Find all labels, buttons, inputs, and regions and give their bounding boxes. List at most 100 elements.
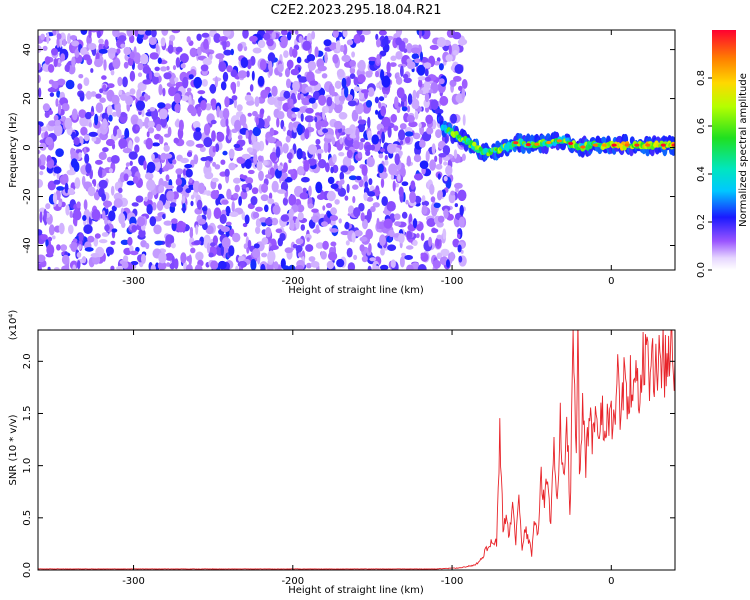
heatmap-noise-cell xyxy=(245,177,254,185)
heatmap-noise-cell xyxy=(153,72,160,78)
heatmap-noise-cell xyxy=(356,175,362,181)
heatmap-noise-cell xyxy=(214,164,221,170)
heatmap-noise-cell xyxy=(283,90,291,99)
heatmap-noise-cell xyxy=(98,151,107,161)
heatmap-noise-cell xyxy=(247,112,252,117)
heatmap-noise-cell xyxy=(306,262,312,269)
heatmap-noise-cell xyxy=(368,178,373,186)
heatmap-noise-cell xyxy=(383,93,388,98)
heatmap-noise-cell xyxy=(43,208,47,221)
heatmap-noise-cell xyxy=(64,182,69,194)
heatmap-noise-cell xyxy=(340,165,349,173)
heatmap-noise-cell xyxy=(202,57,212,66)
heatmap-noise-cell xyxy=(449,251,455,262)
heatmap-noise-cell xyxy=(364,181,369,189)
heatmap-noise-cell xyxy=(247,169,255,175)
heatmap-noise-cell xyxy=(166,190,175,202)
heatmap-noise-cell xyxy=(201,32,210,38)
heatmap-noise-cell xyxy=(231,95,238,101)
heatmap-noise-cell xyxy=(174,77,179,83)
heatmap-noise-cell xyxy=(174,103,181,113)
heatmap-noise-cell xyxy=(322,128,329,134)
heatmap-noise-cell xyxy=(98,239,108,244)
heatmap-noise-cell xyxy=(240,261,245,269)
heatmap-noise-cell xyxy=(393,125,399,132)
heatmap-noise-cell xyxy=(442,228,447,240)
heatmap-noise-cell xyxy=(242,30,249,39)
heatmap-noise-cell xyxy=(311,30,316,40)
heatmap-noise-cell xyxy=(374,96,379,104)
heatmap-noise-cell xyxy=(283,162,288,173)
heatmap-noise-cell xyxy=(148,36,157,46)
heatmap-noise-cell xyxy=(38,124,42,136)
heatmap-noise-cell xyxy=(162,180,169,187)
heatmap-noise-cell xyxy=(442,145,451,156)
heatmap-noise-cell xyxy=(379,171,388,179)
heatmap-noise-cell xyxy=(412,132,421,140)
heatmap-noise-cell xyxy=(147,191,153,201)
heatmap-noise-cell xyxy=(169,34,176,42)
heatmap-noise-cell xyxy=(303,159,310,172)
heatmap-noise-cell xyxy=(272,204,281,215)
heatmap-noise-cell xyxy=(128,151,138,160)
heatmap-noise-cell xyxy=(384,35,389,45)
heatmap-noise-cell xyxy=(378,163,384,174)
heatmap-noise-cell xyxy=(80,126,88,136)
heatmap-noise-cell xyxy=(292,80,300,92)
heatmap-noise-cell xyxy=(444,135,448,144)
heatmap-noise-cell xyxy=(87,235,95,243)
heatmap-noise-cell xyxy=(186,151,193,158)
heatmap-noise-cell xyxy=(217,260,227,270)
heatmap-noise-cell xyxy=(105,138,115,147)
colorbar-label: Normalized spectral amplitude xyxy=(738,73,749,227)
heatmap-noise-cell xyxy=(72,264,77,270)
heatmap-noise-cell xyxy=(344,127,354,135)
heatmap-noise-cell xyxy=(372,202,380,208)
heatmap-y-tick-label: 0 xyxy=(22,144,33,150)
heatmap-noise-cell xyxy=(358,122,365,133)
heatmap-noise-cell xyxy=(421,204,428,215)
heatmap-noise-cell xyxy=(249,84,254,92)
heatmap-noise-cell xyxy=(179,53,189,64)
heatmap-noise-cell xyxy=(458,35,466,47)
heatmap-noise-cell xyxy=(341,54,351,63)
heatmap-noise-cell xyxy=(443,208,449,219)
heatmap-noise-cell xyxy=(252,126,261,137)
heatmap-noise-cell xyxy=(94,113,99,126)
heatmap-noise-cell xyxy=(220,245,224,257)
heatmap-noise-cell xyxy=(429,44,439,51)
heatmap-noise-cell xyxy=(102,210,106,221)
heatmap-noise-cell xyxy=(338,218,342,224)
heatmap-noise-cell xyxy=(271,31,276,40)
heatmap-noise-cell xyxy=(80,47,88,56)
heatmap-noise-cell xyxy=(103,59,107,71)
heatmap-noise-cell xyxy=(180,95,189,102)
heatmap-noise-cell xyxy=(426,126,434,135)
heatmap-noise-cell xyxy=(143,93,149,102)
heatmap-noise-cell xyxy=(384,155,388,161)
heatmap-noise-cell xyxy=(56,186,65,191)
heatmap-noise-cell xyxy=(406,115,415,123)
heatmap-noise-cell xyxy=(367,87,375,97)
heatmap-noise-cell xyxy=(210,242,216,247)
heatmap-noise-cell xyxy=(52,192,58,205)
heatmap-noise-cell xyxy=(45,203,51,210)
heatmap-noise-cell xyxy=(344,221,350,230)
heatmap-noise-cell xyxy=(409,191,417,204)
heatmap-noise-cell xyxy=(47,64,55,73)
heatmap-x-tick-label: -200 xyxy=(281,276,304,287)
heatmap-noise-cell xyxy=(289,98,294,107)
heatmap-noise-cell xyxy=(153,224,162,235)
heatmap-noise-cell xyxy=(395,30,403,37)
heatmap-noise-cell xyxy=(324,134,334,139)
heatmap-noise-cell xyxy=(215,53,225,60)
heatmap-noise-cell xyxy=(208,252,214,258)
heatmap-noise-cell xyxy=(265,174,272,179)
heatmap-noise-cell xyxy=(213,207,222,219)
heatmap-noise-cell xyxy=(189,47,198,58)
heatmap-noise-cell xyxy=(325,162,330,173)
heatmap-noise-cell xyxy=(235,265,239,270)
heatmap-noise-cell xyxy=(417,89,424,95)
heatmap-noise-cell xyxy=(252,248,261,259)
